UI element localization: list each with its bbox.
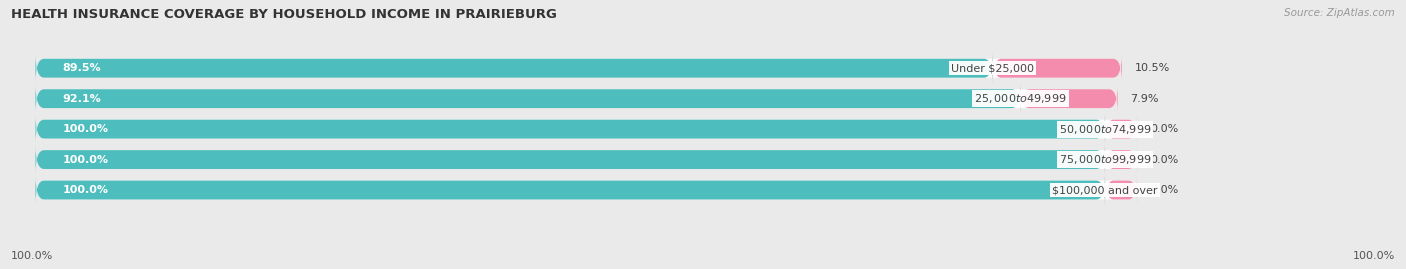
Text: 100.0%: 100.0% [62, 185, 108, 195]
FancyBboxPatch shape [1021, 84, 1118, 114]
FancyBboxPatch shape [35, 84, 1118, 114]
Text: Under $25,000: Under $25,000 [952, 63, 1035, 73]
Text: 0.0%: 0.0% [1150, 185, 1178, 195]
Text: 100.0%: 100.0% [11, 251, 53, 261]
Text: 0.0%: 0.0% [1150, 155, 1178, 165]
FancyBboxPatch shape [35, 145, 1105, 175]
Text: $25,000 to $49,999: $25,000 to $49,999 [974, 92, 1067, 105]
Text: $75,000 to $99,999: $75,000 to $99,999 [1059, 153, 1152, 166]
FancyBboxPatch shape [35, 114, 1137, 144]
Text: $50,000 to $74,999: $50,000 to $74,999 [1059, 123, 1152, 136]
Text: 100.0%: 100.0% [62, 124, 108, 134]
Text: 7.9%: 7.9% [1130, 94, 1159, 104]
FancyBboxPatch shape [35, 145, 1137, 175]
Text: 0.0%: 0.0% [1150, 124, 1178, 134]
Text: 89.5%: 89.5% [62, 63, 101, 73]
Text: 10.5%: 10.5% [1135, 63, 1170, 73]
Text: 92.1%: 92.1% [62, 94, 101, 104]
FancyBboxPatch shape [35, 114, 1105, 144]
FancyBboxPatch shape [35, 175, 1137, 205]
FancyBboxPatch shape [35, 53, 1122, 83]
Text: 100.0%: 100.0% [62, 155, 108, 165]
FancyBboxPatch shape [1105, 145, 1137, 175]
Text: 100.0%: 100.0% [1353, 251, 1395, 261]
Text: Source: ZipAtlas.com: Source: ZipAtlas.com [1284, 8, 1395, 18]
FancyBboxPatch shape [35, 53, 993, 83]
FancyBboxPatch shape [35, 84, 1021, 114]
FancyBboxPatch shape [1105, 114, 1137, 144]
Text: HEALTH INSURANCE COVERAGE BY HOUSEHOLD INCOME IN PRAIRIEBURG: HEALTH INSURANCE COVERAGE BY HOUSEHOLD I… [11, 8, 557, 21]
FancyBboxPatch shape [993, 53, 1122, 83]
Text: $100,000 and over: $100,000 and over [1052, 185, 1157, 195]
FancyBboxPatch shape [35, 175, 1105, 205]
FancyBboxPatch shape [1105, 175, 1137, 205]
